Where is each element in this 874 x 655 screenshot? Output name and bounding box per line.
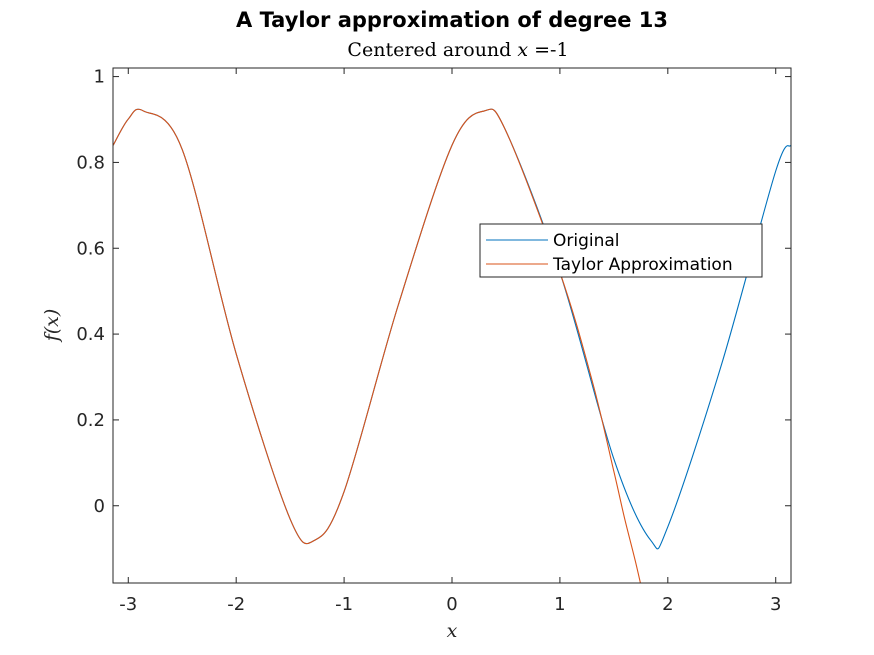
y-tick-label: 1 bbox=[94, 67, 105, 88]
y-tick-label: 0.2 bbox=[76, 410, 105, 431]
y-tick-label: 0.6 bbox=[76, 238, 105, 259]
legend-label-taylor: Taylor Approximation bbox=[552, 255, 733, 275]
y-tick-label: 0.4 bbox=[76, 324, 105, 345]
chart-subtitle: Centered around x =-1 bbox=[347, 39, 568, 61]
chart-title: A Taylor approximation of degree 13 bbox=[236, 8, 668, 32]
original-line bbox=[113, 108, 791, 550]
y-tick-label: 0.8 bbox=[76, 152, 105, 173]
x-tick-label: -3 bbox=[119, 594, 137, 615]
subtitle-variable: x bbox=[517, 39, 528, 61]
x-tick-label: 1 bbox=[554, 594, 565, 615]
legend-box bbox=[479, 223, 763, 278]
legend: Original Taylor Approximation bbox=[479, 223, 763, 278]
x-tick-label: 3 bbox=[770, 594, 781, 615]
axis-ticks: -3 -2 -1 0 1 2 3 0 0.2 0.4 0.6 0.8 1 bbox=[76, 67, 791, 615]
y-tick-label: 0 bbox=[94, 496, 105, 517]
x-tick-label: -2 bbox=[227, 594, 245, 615]
taylor-approximation-line bbox=[113, 108, 641, 583]
subtitle-value: =-1 bbox=[528, 39, 568, 61]
plot-lines bbox=[113, 108, 791, 583]
x-tick-label: 0 bbox=[446, 594, 457, 615]
legend-label-original: Original bbox=[553, 231, 620, 251]
x-tick-label: 2 bbox=[662, 594, 673, 615]
subtitle-text: Centered around bbox=[347, 39, 517, 61]
y-axis-label: f(x) bbox=[41, 309, 63, 344]
x-axis-label: x bbox=[447, 620, 458, 642]
x-tick-label: -1 bbox=[335, 594, 353, 615]
